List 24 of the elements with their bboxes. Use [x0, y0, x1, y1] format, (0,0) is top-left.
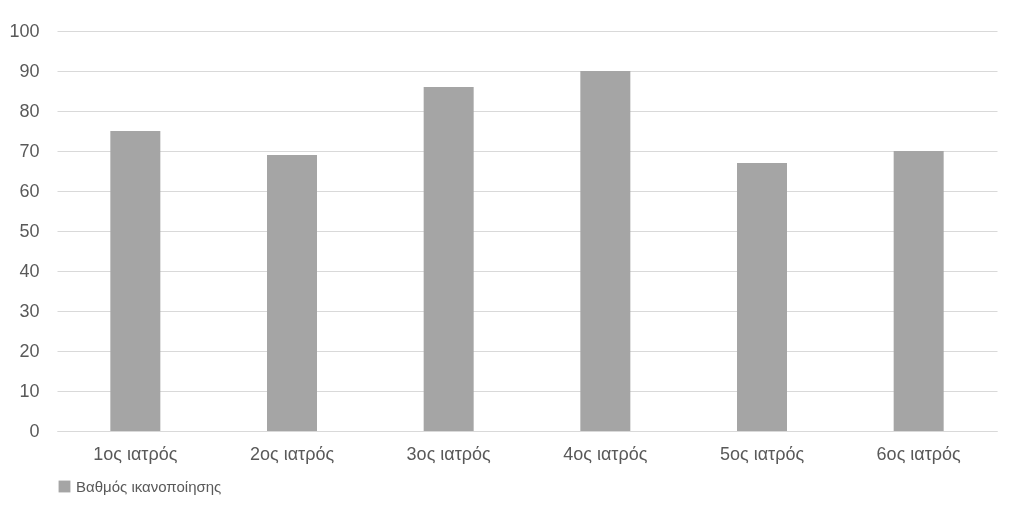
y-tick-label: 80: [19, 100, 40, 121]
y-tick-label: 0: [29, 420, 40, 441]
bar: [267, 155, 317, 431]
x-tick-label: 5ος ιατρός: [719, 443, 805, 464]
x-tick-label: 1ος ιατρός: [93, 443, 178, 464]
bar: [893, 151, 944, 431]
bar: [580, 71, 631, 431]
y-tick-label: 70: [19, 140, 40, 161]
bar: [110, 131, 161, 431]
y-tick-label: 100: [9, 20, 40, 41]
y-tick-label: 10: [19, 380, 40, 401]
legend-label: Βαθμός ικανοποίησης: [76, 477, 222, 495]
bar: [737, 163, 787, 431]
y-tick-label: 90: [19, 60, 40, 81]
x-tick-label: 4ος ιατρός: [563, 443, 648, 464]
y-tick-label: 40: [19, 260, 40, 281]
y-tick-label: 50: [19, 220, 40, 241]
x-tick-label: 3ος ιατρός: [406, 443, 492, 464]
x-tick-label: 6ος ιατρός: [876, 443, 962, 464]
bar: [423, 87, 474, 431]
x-tick-label: 2ος ιατρός: [249, 443, 335, 464]
y-tick-label: 20: [19, 340, 40, 361]
y-tick-label: 30: [19, 300, 40, 321]
y-tick-label: 60: [19, 180, 40, 201]
